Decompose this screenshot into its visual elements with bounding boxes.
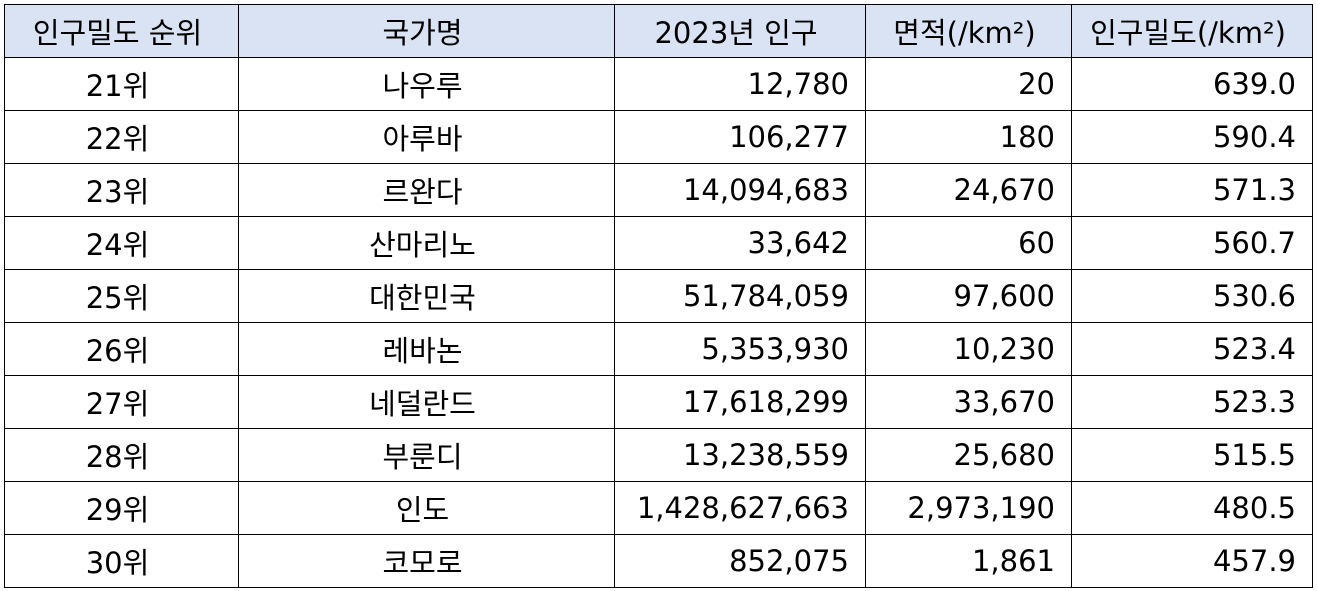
table-row: 27위 네덜란드 17,618,299 33,670 523.3 [4,375,1313,429]
cell-rank: 25위 [4,269,239,323]
cell-population: 13,238,559 [614,428,866,482]
cell-area: 20 [865,57,1072,111]
cell-country: 아루바 [238,110,615,164]
header-row: 인구밀도 순위 국가명 2023년 인구 면적(/km²) 인구밀도(/km²) [4,4,1313,58]
cell-density: 523.4 [1071,322,1313,376]
cell-rank: 22위 [4,110,239,164]
cell-population: 51,784,059 [614,269,866,323]
cell-rank: 27위 [4,375,239,429]
cell-population: 5,353,930 [614,322,866,376]
table-header: 인구밀도 순위 국가명 2023년 인구 면적(/km²) 인구밀도(/km²) [4,4,1313,58]
cell-area: 10,230 [865,322,1072,376]
header-area: 면적(/km²) [865,4,1072,58]
table-row: 24위 산마리노 33,642 60 560.7 [4,216,1313,270]
cell-density: 530.6 [1071,269,1313,323]
cell-density: 560.7 [1071,216,1313,270]
cell-density: 523.3 [1071,375,1313,429]
cell-population: 852,075 [614,534,866,588]
cell-rank: 30위 [4,534,239,588]
cell-population: 1,428,627,663 [614,481,866,535]
cell-rank: 26위 [4,322,239,376]
cell-country: 르완다 [238,163,615,217]
cell-density: 571.3 [1071,163,1313,217]
cell-area: 2,973,190 [865,481,1072,535]
cell-area: 24,670 [865,163,1072,217]
population-density-table: 인구밀도 순위 국가명 2023년 인구 면적(/km²) 인구밀도(/km²)… [4,4,1313,588]
cell-density: 590.4 [1071,110,1313,164]
cell-rank: 24위 [4,216,239,270]
table-body: 21위 나우루 12,780 20 639.0 22위 아루바 106,277 … [4,57,1313,588]
cell-density: 515.5 [1071,428,1313,482]
table-row: 25위 대한민국 51,784,059 97,600 530.6 [4,269,1313,323]
cell-density: 480.5 [1071,481,1313,535]
cell-rank: 23위 [4,163,239,217]
cell-population: 17,618,299 [614,375,866,429]
header-density: 인구밀도(/km²) [1071,4,1313,58]
cell-population: 33,642 [614,216,866,270]
cell-population: 14,094,683 [614,163,866,217]
cell-country: 네덜란드 [238,375,615,429]
table-row: 23위 르완다 14,094,683 24,670 571.3 [4,163,1313,217]
table-row: 21위 나우루 12,780 20 639.0 [4,57,1313,111]
header-population: 2023년 인구 [614,4,866,58]
cell-area: 25,680 [865,428,1072,482]
cell-rank: 29위 [4,481,239,535]
cell-density: 639.0 [1071,57,1313,111]
table-row: 30위 코모로 852,075 1,861 457.9 [4,534,1313,588]
cell-population: 12,780 [614,57,866,111]
cell-area: 97,600 [865,269,1072,323]
header-rank: 인구밀도 순위 [4,4,239,58]
table-row: 22위 아루바 106,277 180 590.4 [4,110,1313,164]
table-row: 29위 인도 1,428,627,663 2,973,190 480.5 [4,481,1313,535]
cell-country: 산마리노 [238,216,615,270]
cell-country: 코모로 [238,534,615,588]
cell-rank: 21위 [4,57,239,111]
cell-area: 1,861 [865,534,1072,588]
cell-area: 60 [865,216,1072,270]
cell-area: 33,670 [865,375,1072,429]
cell-density: 457.9 [1071,534,1313,588]
table-row: 26위 레바논 5,353,930 10,230 523.4 [4,322,1313,376]
cell-country: 대한민국 [238,269,615,323]
cell-rank: 28위 [4,428,239,482]
cell-country: 레바논 [238,322,615,376]
cell-country: 인도 [238,481,615,535]
cell-area: 180 [865,110,1072,164]
header-country: 국가명 [238,4,615,58]
cell-country: 부룬디 [238,428,615,482]
table-row: 28위 부룬디 13,238,559 25,680 515.5 [4,428,1313,482]
cell-country: 나우루 [238,57,615,111]
cell-population: 106,277 [614,110,866,164]
